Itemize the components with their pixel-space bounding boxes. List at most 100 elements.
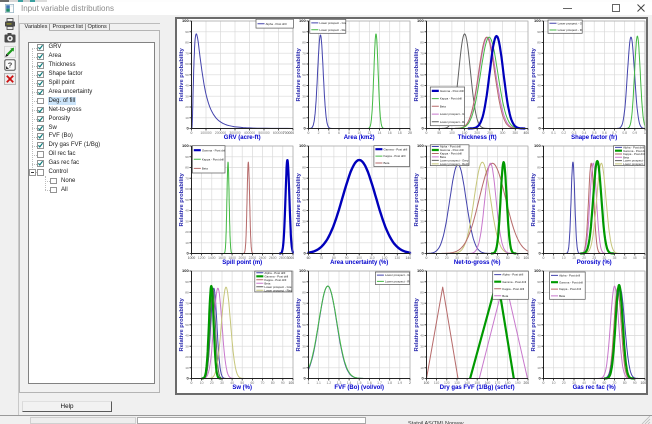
svg-text:100: 100 — [523, 256, 529, 260]
svg-text:200: 200 — [474, 131, 480, 135]
svg-text:20: 20 — [582, 256, 586, 260]
svg-text:2: 2 — [409, 381, 411, 385]
svg-text:0.4: 0.4 — [581, 131, 586, 135]
svg-text:0: 0 — [308, 131, 310, 135]
svg-text:70: 70 — [420, 51, 424, 55]
svg-text:Kappa - Post drill: Kappa - Post drill — [559, 287, 581, 291]
svg-text:1.3: 1.3 — [337, 381, 342, 385]
svg-text:Relative probability: Relative probability — [179, 297, 185, 351]
svg-text:0.6: 0.6 — [602, 131, 607, 135]
svg-text:10: 10 — [551, 381, 555, 385]
svg-text:40: 40 — [420, 333, 424, 337]
svg-text:0: 0 — [538, 250, 541, 255]
svg-text:20: 20 — [420, 355, 424, 359]
svg-text:100: 100 — [299, 144, 306, 148]
svg-text:10: 10 — [420, 366, 424, 370]
svg-text:0: 0 — [421, 126, 424, 131]
svg-text:0: 0 — [542, 381, 544, 385]
svg-text:Relative probability: Relative probability — [179, 172, 185, 226]
svg-text:30: 30 — [303, 219, 307, 223]
svg-text:100: 100 — [417, 269, 424, 273]
svg-text:80: 80 — [185, 290, 189, 294]
svg-text:Lower prospect - Grey: Lower prospect - Grey — [264, 284, 293, 288]
svg-text:80: 80 — [537, 290, 541, 294]
svg-text:100: 100 — [299, 19, 306, 23]
svg-text:Relative probability: Relative probability — [296, 297, 302, 351]
svg-text:Lower prospect - Grey: Lower prospect - Grey — [320, 21, 349, 25]
svg-text:40: 40 — [420, 84, 424, 88]
svg-text:80: 80 — [303, 41, 307, 45]
svg-text:20: 20 — [408, 131, 411, 135]
svg-text:50: 50 — [303, 198, 307, 202]
svg-text:Beta: Beta — [559, 294, 565, 298]
svg-text:70: 70 — [185, 176, 189, 180]
svg-text:100: 100 — [449, 131, 455, 135]
svg-text:25: 25 — [592, 256, 596, 260]
svg-text:10: 10 — [358, 131, 362, 135]
svg-text:1.8: 1.8 — [388, 381, 393, 385]
svg-text:50: 50 — [537, 323, 541, 327]
svg-text:90: 90 — [420, 155, 424, 159]
svg-text:20: 20 — [185, 230, 189, 234]
svg-text:80: 80 — [303, 165, 307, 169]
svg-text:0: 0 — [304, 375, 307, 380]
svg-text:90: 90 — [515, 256, 519, 260]
svg-text:90: 90 — [345, 256, 349, 260]
svg-text:200000: 200000 — [215, 131, 226, 135]
svg-text:Kappa - Post drill: Kappa - Post drill — [384, 154, 406, 158]
svg-text:30: 30 — [537, 344, 541, 348]
svg-text:Lower prospect - Grey: Lower prospect - Grey — [439, 158, 468, 162]
svg-text:80: 80 — [537, 165, 541, 169]
svg-text:Kappa - Post drill: Kappa - Post drill — [623, 152, 645, 156]
svg-text:Relative probability: Relative probability — [296, 47, 302, 101]
svg-text:80: 80 — [332, 256, 336, 260]
svg-text:70: 70 — [537, 51, 541, 55]
svg-text:0: 0 — [425, 256, 427, 260]
svg-text:60: 60 — [420, 62, 424, 66]
svg-text:Relative probability: Relative probability — [296, 172, 302, 226]
svg-text:80: 80 — [185, 41, 189, 45]
svg-text:Sw (%): Sw (%) — [232, 385, 252, 391]
svg-text:300000: 300000 — [229, 131, 240, 135]
svg-text:Kappa - Post drill: Kappa - Post drill — [502, 286, 524, 290]
svg-text:40: 40 — [537, 208, 541, 212]
svg-text:70: 70 — [495, 256, 499, 260]
svg-text:FVF (Bo) (vol/vol): FVF (Bo) (vol/vol) — [335, 385, 385, 391]
svg-text:70: 70 — [303, 176, 307, 180]
svg-text:1.9: 1.9 — [398, 381, 403, 385]
svg-text:Thickness (ft): Thickness (ft) — [457, 135, 496, 141]
svg-text:Spill point (m): Spill point (m) — [222, 260, 262, 266]
svg-text:100: 100 — [182, 269, 189, 273]
svg-text:50: 50 — [537, 198, 541, 202]
svg-text:0: 0 — [542, 131, 544, 135]
svg-text:80: 80 — [623, 381, 627, 385]
svg-text:Gamma - Post drill: Gamma - Post drill — [264, 274, 288, 278]
svg-text:20: 20 — [537, 105, 541, 109]
svg-text:Lower prospect - Grey: Lower prospect - Grey — [557, 21, 586, 25]
svg-text:150: 150 — [474, 381, 480, 385]
svg-text:80: 80 — [537, 41, 541, 45]
svg-text:40: 40 — [303, 208, 307, 212]
svg-text:10: 10 — [537, 241, 541, 245]
svg-text:100: 100 — [417, 144, 424, 148]
svg-text:4: 4 — [328, 131, 330, 135]
svg-text:30: 30 — [420, 219, 424, 223]
svg-text:90: 90 — [185, 155, 189, 159]
svg-text:50: 50 — [537, 73, 541, 77]
svg-text:Lower prospect - Grey: Lower prospect - Grey — [623, 158, 646, 162]
svg-text:Porosity (%): Porosity (%) — [576, 260, 611, 266]
svg-text:0: 0 — [542, 256, 544, 260]
svg-text:100: 100 — [534, 144, 541, 148]
svg-text:50: 50 — [420, 323, 424, 327]
svg-text:Lower prospect - Grey: Lower prospect - Grey — [439, 112, 468, 116]
svg-text:30: 30 — [420, 94, 424, 98]
svg-text:1600: 1600 — [218, 256, 226, 260]
svg-text:100000: 100000 — [200, 131, 211, 135]
svg-text:1.5: 1.5 — [357, 381, 362, 385]
svg-text:0.5: 0.5 — [592, 131, 597, 135]
svg-text:20: 20 — [444, 256, 448, 260]
svg-text:Relative probability: Relative probability — [414, 297, 420, 351]
svg-text:Beta: Beta — [439, 104, 445, 108]
svg-text:20: 20 — [537, 230, 541, 234]
svg-text:2800: 2800 — [279, 256, 287, 260]
